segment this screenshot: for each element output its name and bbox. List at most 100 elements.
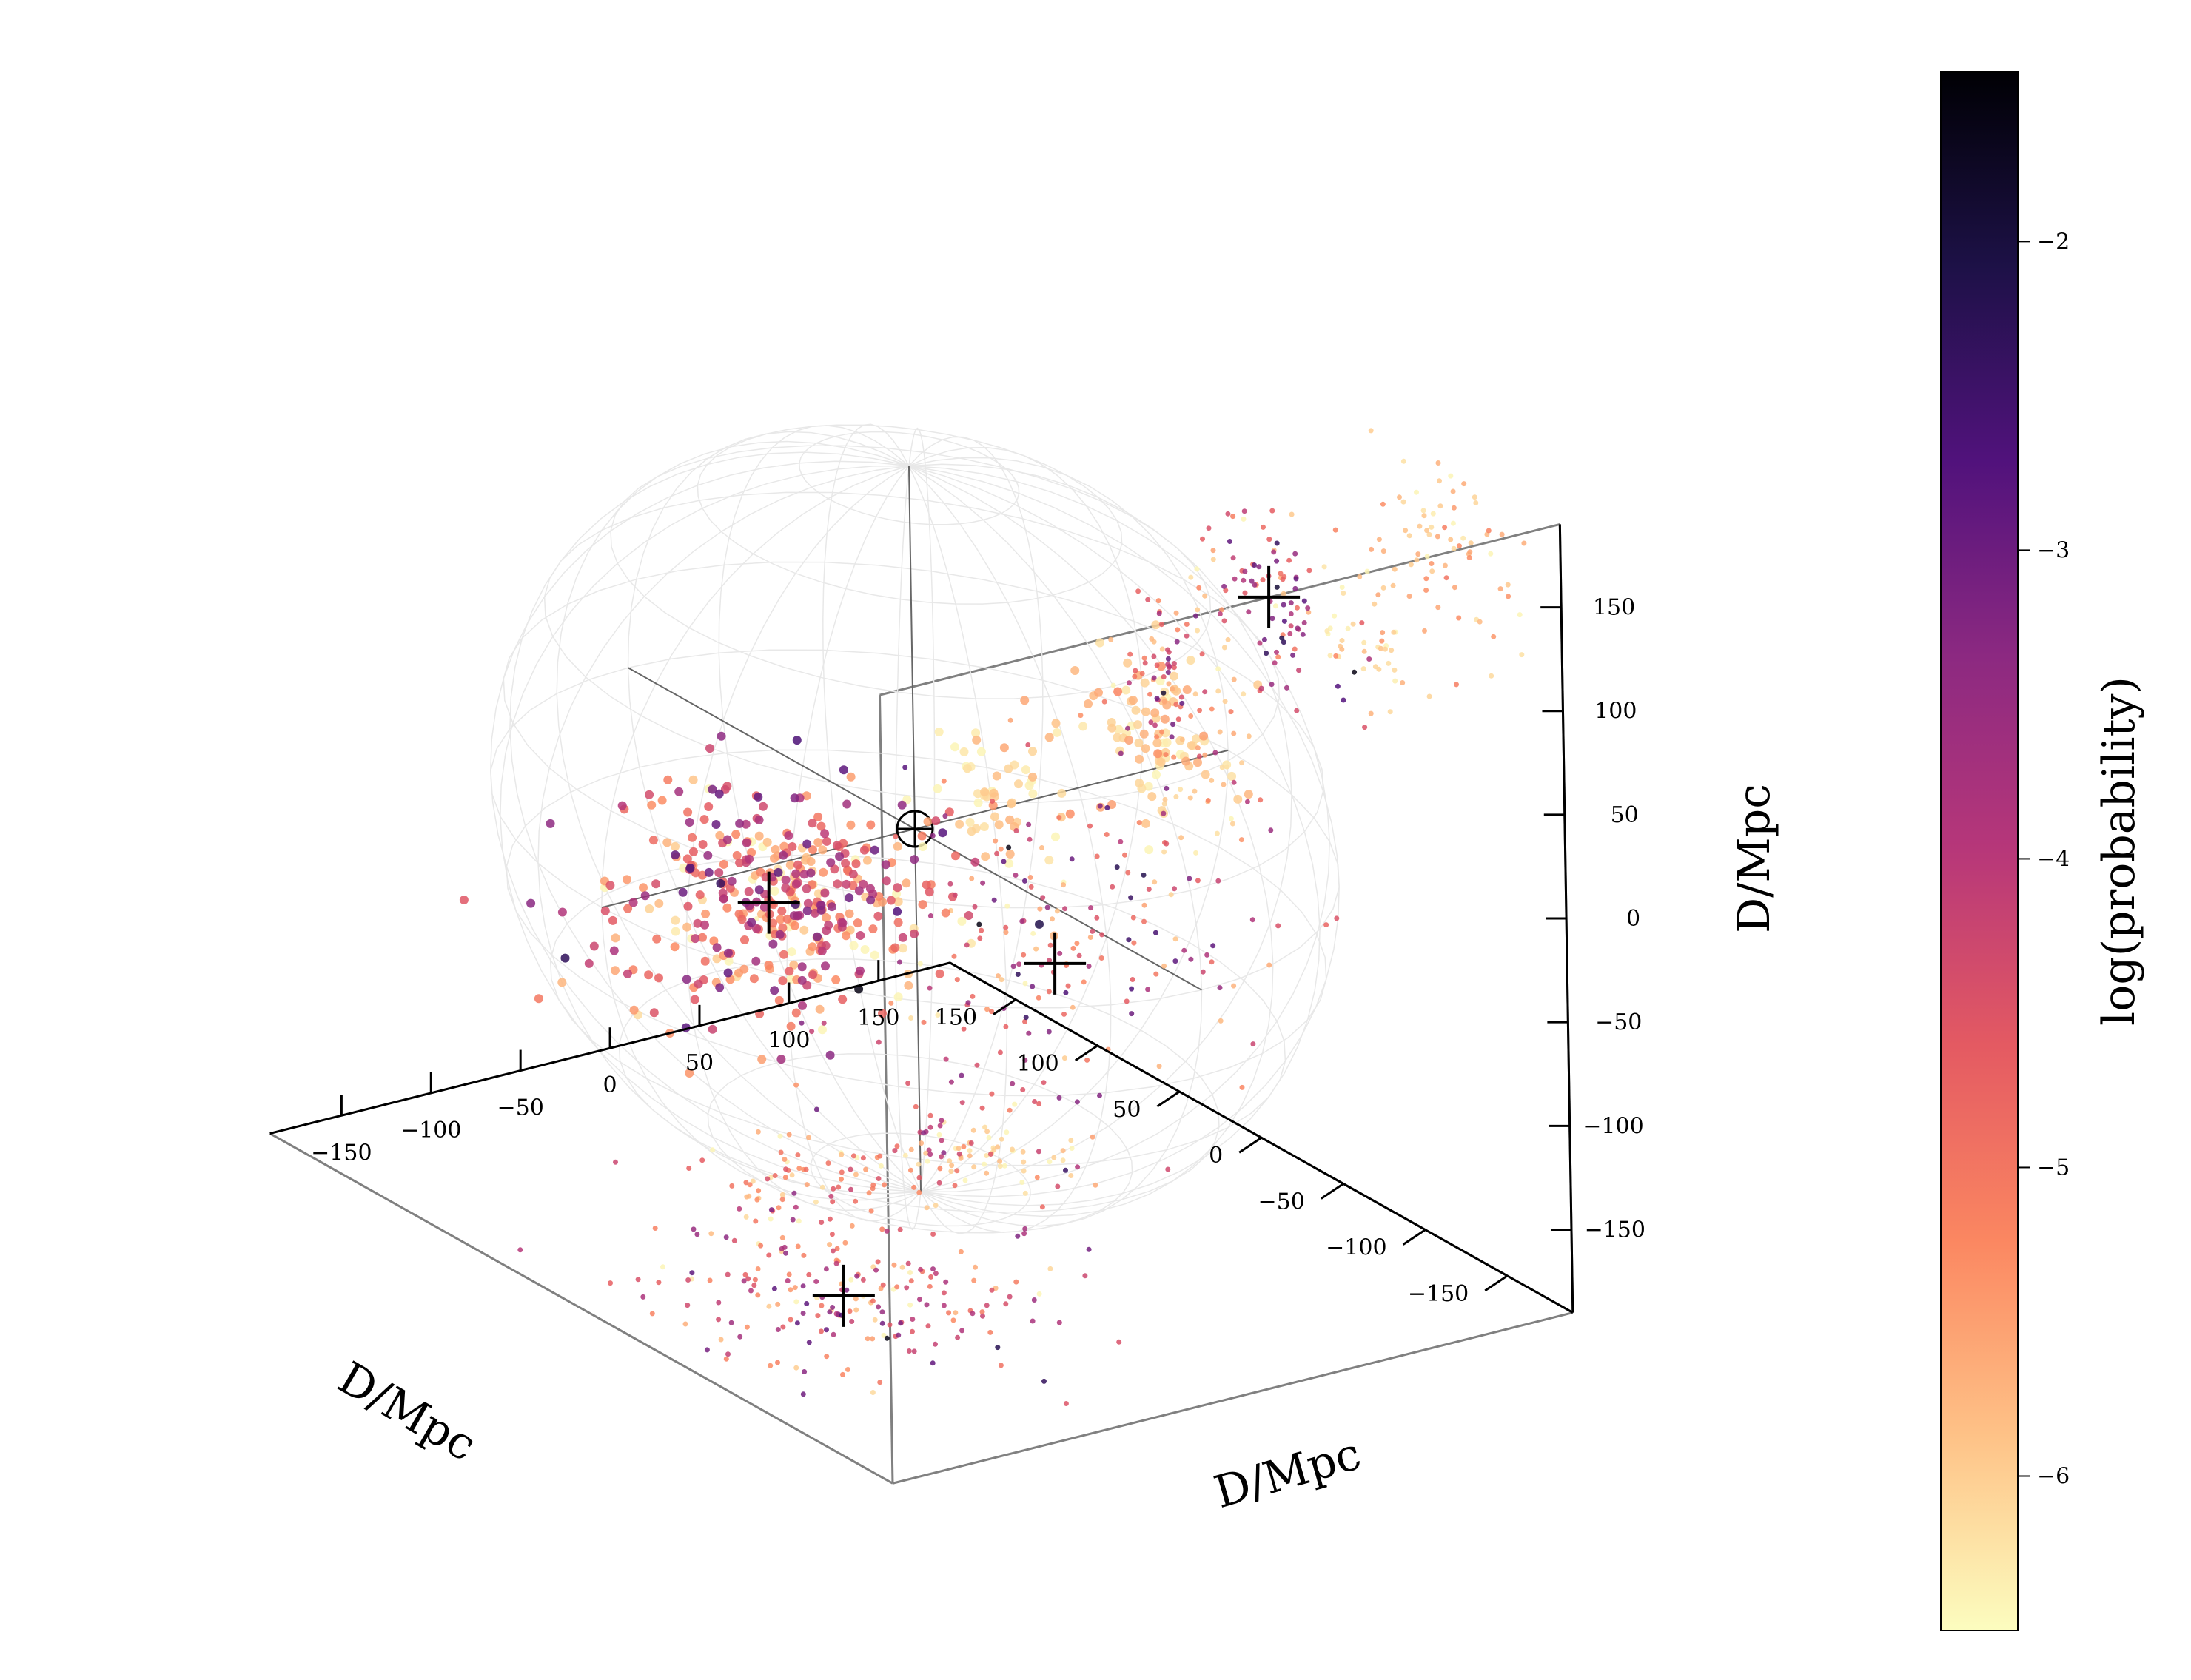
scatter-point: [739, 964, 749, 974]
scatter-point: [1165, 656, 1171, 662]
scatter-point: [849, 1223, 855, 1229]
scatter-point: [1132, 673, 1138, 679]
scatter-point: [682, 1321, 688, 1327]
scatter-point: [1368, 710, 1374, 716]
scatter-point: [1461, 481, 1467, 487]
scatter-point: [723, 1234, 729, 1240]
scatter-point: [1451, 505, 1457, 511]
scatter-point: [1012, 1101, 1018, 1107]
scatter-point: [965, 1000, 971, 1006]
scatter-point: [802, 839, 812, 849]
scatter-point: [1376, 537, 1382, 542]
scatter-point: [993, 838, 999, 844]
pane-edge: [879, 695, 894, 1484]
scatter-point: [980, 1313, 985, 1319]
scatter-point: [1165, 647, 1170, 653]
scatter-point: [815, 1004, 825, 1014]
scatter-point: [1400, 680, 1406, 685]
scatter-point: [866, 1190, 872, 1196]
scatter-point: [987, 1152, 993, 1157]
scatter-point: [742, 1271, 748, 1277]
scatter-point: [1193, 850, 1198, 856]
scatter-point: [1152, 770, 1161, 779]
scatter-point: [754, 885, 764, 895]
scatter-point: [1221, 782, 1227, 787]
z-axis-tick-label: −50: [1595, 1009, 1642, 1035]
scatter-point: [944, 807, 954, 817]
scatter-point: [1380, 585, 1386, 591]
scatter-point: [1244, 790, 1253, 799]
scatter-point: [648, 836, 658, 845]
scatter-point: [1193, 613, 1198, 619]
scatter-point: [1141, 819, 1150, 828]
scatter-point: [1423, 576, 1429, 582]
scatter-point: [927, 1112, 933, 1118]
scatter-point: [1013, 828, 1019, 833]
scatter-point: [1301, 620, 1307, 625]
scatter-point: [824, 1354, 830, 1360]
scatter-point: [1046, 1029, 1052, 1035]
scatter-point: [1172, 886, 1177, 892]
scatter-point: [1294, 708, 1300, 713]
scatter-point: [893, 883, 902, 893]
scatter-point: [694, 1232, 700, 1237]
scatter-point: [1392, 566, 1398, 572]
scatter-point: [884, 1335, 890, 1341]
scatter-point: [1451, 545, 1457, 551]
scatter-point: [986, 1135, 992, 1140]
scatter-point: [1074, 941, 1080, 947]
colorbar-tick-label: −6: [2037, 1463, 2070, 1489]
scatter-point: [1165, 1166, 1171, 1172]
scatter-point: [783, 1166, 788, 1172]
scatter-point: [1231, 779, 1237, 785]
scatter-point: [1003, 1301, 1009, 1307]
scatter-point: [1139, 729, 1149, 739]
scatter-point: [1135, 754, 1144, 764]
scatter-point: [782, 914, 792, 924]
scatter-point: [995, 1345, 1001, 1351]
scatter-point: [1172, 958, 1178, 964]
scatter-point: [795, 1152, 801, 1158]
scatter-point: [827, 1242, 833, 1248]
scatter-point: [1488, 551, 1494, 557]
scatter-point: [741, 819, 751, 829]
scatter-point: [1181, 947, 1187, 953]
scatter-point: [699, 1157, 705, 1163]
scatter-point: [1448, 473, 1454, 479]
y-axis-tick-label: 150: [857, 1005, 899, 1031]
scatter-point: [745, 854, 754, 864]
scatter-point: [1026, 1030, 1032, 1036]
scatter-point: [1001, 859, 1007, 864]
scatter-point: [955, 819, 964, 829]
scatter-point: [652, 934, 662, 944]
scatter-point: [1150, 708, 1160, 718]
scatter-point: [1466, 555, 1472, 560]
x-axis-tick: [1402, 1229, 1426, 1246]
scatter-point: [1130, 915, 1136, 921]
scatter-point: [997, 1049, 1003, 1055]
scatter-point: [791, 1008, 801, 1018]
scatter-point: [979, 822, 989, 831]
scatter-point: [853, 1198, 859, 1204]
scatter-point: [779, 1197, 785, 1203]
scatter-point: [1044, 856, 1054, 865]
scatter-point: [1258, 685, 1264, 691]
scatter-point: [657, 796, 667, 805]
scatter-point: [872, 1317, 878, 1323]
scatter-point: [1429, 561, 1435, 566]
scatter-point: [918, 900, 927, 910]
x-axis-tick-label: −150: [1408, 1281, 1469, 1307]
scatter-point: [928, 1274, 934, 1280]
scatter-point: [776, 1205, 782, 1211]
scatter-point: [947, 1158, 953, 1164]
scatter-point: [1275, 654, 1281, 660]
x-axis-tick: [1074, 1044, 1098, 1062]
scatter-point: [1380, 630, 1386, 636]
scatter-point: [842, 799, 852, 809]
scatter-point: [897, 800, 907, 810]
scatter-point: [743, 1214, 749, 1220]
scatter-point: [826, 858, 836, 867]
scatter-point: [813, 1106, 819, 1112]
scatter-point: [1300, 631, 1306, 637]
scatter-point: [1139, 671, 1145, 676]
